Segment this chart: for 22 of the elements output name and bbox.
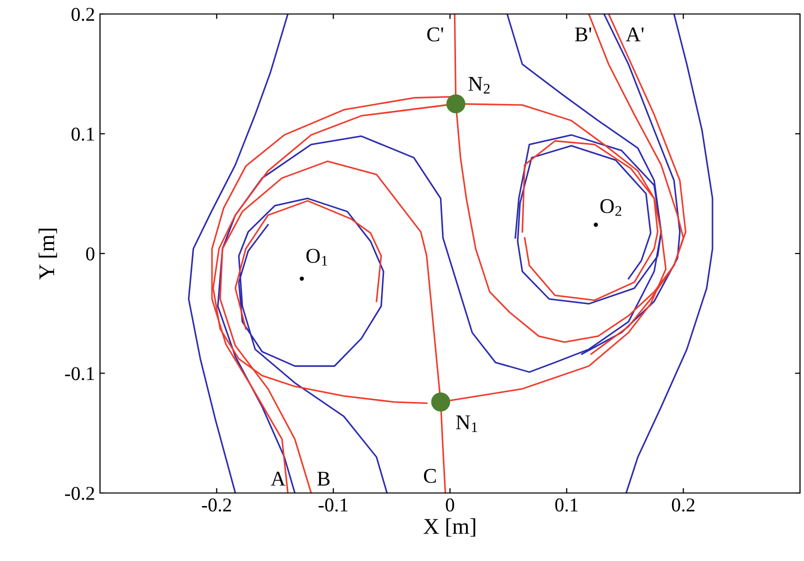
annotation: A': [626, 27, 644, 42]
y-tick-label: 0.1: [72, 128, 94, 141]
x-tick-label: -0.1: [318, 498, 348, 512]
x-tick-label: 0.2: [672, 498, 694, 512]
annotation: N$_{2}$: [468, 77, 490, 94]
y-tick-label: -0.2: [65, 486, 94, 500]
annotation: A: [270, 472, 286, 486]
annotation: B': [575, 28, 592, 42]
y-tick-label: 0: [86, 247, 94, 260]
annotation: O$_{2}$: [600, 199, 622, 216]
y-tick-label: 0.2: [72, 8, 94, 22]
annotation: N$_{1}$: [456, 415, 478, 432]
annotation: C: [424, 468, 436, 483]
x-axis-title: X [m]: [424, 518, 476, 537]
annotation: B: [317, 472, 330, 486]
x-tick-label: 0: [446, 498, 454, 512]
y-tick-label: -0.1: [65, 367, 94, 380]
x-tick-label: 0.1: [555, 498, 578, 512]
y-axis-title: Y [m]: [38, 228, 58, 280]
x-tick-label: -0.2: [202, 498, 231, 512]
annotation: O$_{1}$: [306, 248, 328, 266]
annotation: C': [427, 27, 444, 42]
